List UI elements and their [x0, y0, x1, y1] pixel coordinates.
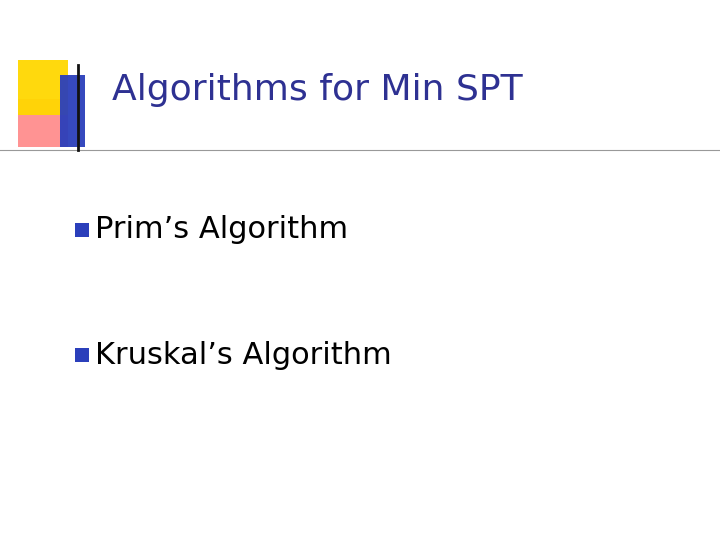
Bar — [60, 75, 85, 147]
Text: Algorithms for Min SPT: Algorithms for Min SPT — [112, 73, 523, 107]
Bar — [18, 60, 68, 115]
Text: Kruskal’s Algorithm: Kruskal’s Algorithm — [95, 341, 392, 369]
Bar — [75, 348, 89, 362]
Text: Prim’s Algorithm: Prim’s Algorithm — [95, 215, 348, 245]
Bar — [18, 99, 68, 147]
Bar — [75, 223, 89, 237]
